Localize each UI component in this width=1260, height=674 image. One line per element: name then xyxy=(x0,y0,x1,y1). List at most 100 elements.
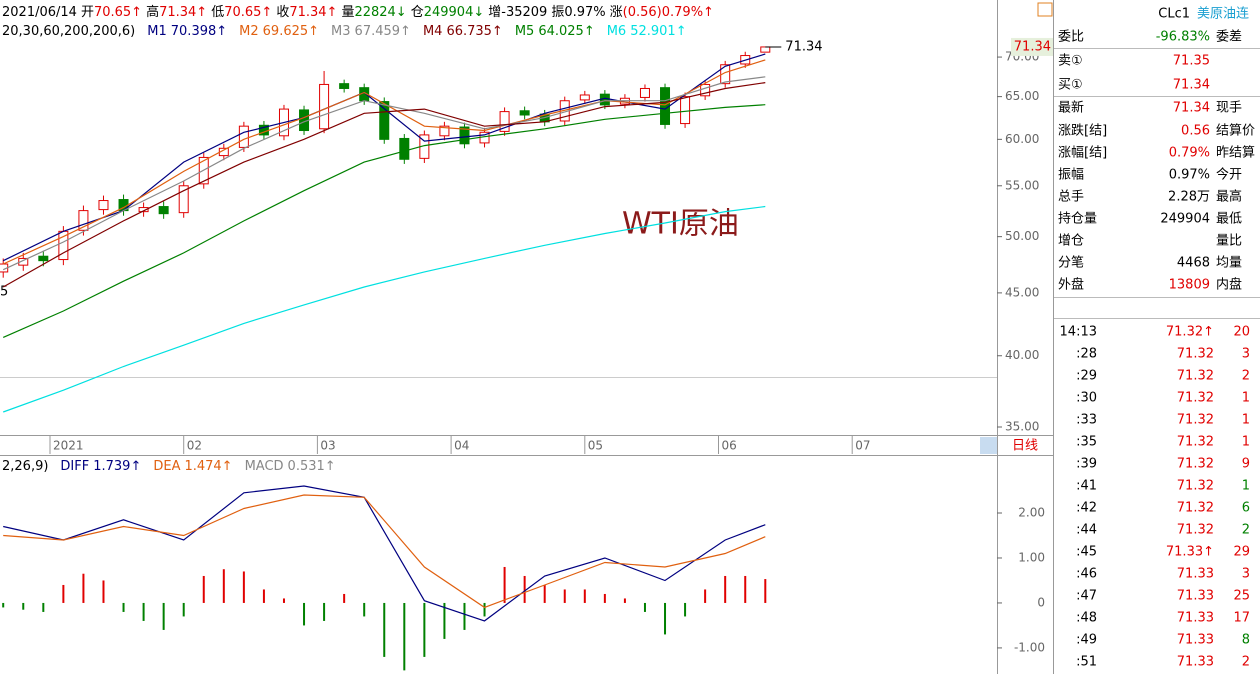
quote-label: 增 xyxy=(488,5,501,20)
window-icon[interactable] xyxy=(1037,2,1053,17)
quote-row-label: 持仓量 xyxy=(1058,212,1097,227)
edge-label: 5 xyxy=(0,285,8,300)
y-tick-label: 60.00 xyxy=(1005,132,1039,146)
quote-value: 71.34↑ xyxy=(289,5,337,20)
tick-time: :45 xyxy=(1076,545,1097,560)
quote-row-label: 涨跌[结] xyxy=(1058,123,1107,139)
axis-price-label: 71.34 xyxy=(1014,39,1051,54)
ma-params: 20,30,60,200,200,6) xyxy=(2,24,135,39)
last-price-box xyxy=(1011,37,1053,56)
tick-price: 71.32 xyxy=(1177,435,1214,450)
y-tick-label: 45.00 xyxy=(1005,285,1039,299)
candle-body xyxy=(18,257,29,266)
quote-value: 0.97% xyxy=(564,5,605,20)
tick-time: :47 xyxy=(1076,589,1097,604)
tick-volume: 25 xyxy=(1233,589,1250,604)
tick-time: :51 xyxy=(1076,655,1097,670)
tick-time: :35 xyxy=(1076,435,1097,450)
y-tick-label: 50.00 xyxy=(1005,229,1039,243)
quote-label: 仓 xyxy=(411,5,424,20)
tick-volume: 1 xyxy=(1242,435,1250,450)
x-tick-label: 04 xyxy=(454,439,469,453)
legend-name: DIFF xyxy=(60,459,89,474)
candle-body xyxy=(238,125,249,148)
quote-row-label: 卖① xyxy=(1058,54,1083,69)
tick-time: :41 xyxy=(1076,479,1097,494)
quote-row-label2: 结算价 xyxy=(1216,124,1255,139)
tick-volume: 29 xyxy=(1233,545,1250,560)
candle-body xyxy=(579,94,590,101)
legend-name: M1 xyxy=(147,24,167,39)
candle-body xyxy=(379,101,390,140)
y-tick-label: 65.00 xyxy=(1005,89,1039,103)
ma-legend: 20,30,60,200,200,6) M1 70.398↑ M2 69.625↑ M3 6… xyxy=(2,24,687,39)
period-label[interactable]: 日线 xyxy=(1012,439,1038,454)
tick-volume: 17 xyxy=(1233,611,1250,626)
y-tick-label: 40.00 xyxy=(1005,348,1039,362)
tick-time: 14:13 xyxy=(1060,325,1097,340)
y-tick-label: 35.00 xyxy=(1005,420,1039,434)
quote-row-label2: 现手 xyxy=(1216,101,1242,116)
tick-price: 71.32 xyxy=(1177,413,1214,428)
legend-name: M6 xyxy=(607,24,627,39)
tick-price: 71.32 xyxy=(1177,479,1214,494)
y-tick-label: 0 xyxy=(1037,595,1045,609)
tick-price: 71.32↑ xyxy=(1166,325,1214,340)
tick-time: :44 xyxy=(1076,523,1097,538)
candle-body xyxy=(459,126,470,145)
candle-body xyxy=(399,137,410,160)
ma-line xyxy=(2,82,766,288)
symbol-code: CLc1 xyxy=(1158,7,1190,22)
quote-row-value: 4468 xyxy=(1177,256,1210,271)
y-tick-label: -1.00 xyxy=(1014,640,1045,654)
legend-value: 1.474↑ xyxy=(184,459,232,474)
legend-name: M2 xyxy=(239,24,259,39)
candle-body xyxy=(439,125,450,137)
tick-volume: 20 xyxy=(1233,325,1250,340)
tick-price: 71.33 xyxy=(1177,633,1214,648)
quote-date: 2021/06/14 xyxy=(2,5,77,20)
ma-line xyxy=(2,76,766,271)
legend-value: 1.739↑ xyxy=(93,459,141,474)
tick-time: :29 xyxy=(1076,369,1097,384)
legend-name: M5 xyxy=(515,24,535,39)
tick-volume: 1 xyxy=(1242,391,1250,406)
tick-price: 71.33 xyxy=(1177,567,1214,582)
tick-volume: 2 xyxy=(1242,523,1250,538)
quote-value: 249904↓ xyxy=(424,5,485,20)
tick-volume: 1 xyxy=(1242,479,1250,494)
x-tick-label: 07 xyxy=(855,439,870,453)
quote-row-value: 0.56 xyxy=(1181,124,1210,139)
tick-volume: 8 xyxy=(1242,633,1250,648)
quote-label: 振 xyxy=(551,5,564,20)
quote-label: 开 xyxy=(81,5,94,20)
quote-label: 收 xyxy=(276,5,289,20)
tick-price: 71.32 xyxy=(1177,501,1214,516)
quote-value: (0.56)0.79%↑ xyxy=(623,5,714,20)
ma-line xyxy=(2,104,766,338)
last-price-label: 71.34 xyxy=(785,39,822,54)
tick-volume: 3 xyxy=(1242,347,1250,362)
candle-body xyxy=(680,96,691,125)
x-tick-label: 02 xyxy=(187,439,202,453)
legend-name: DEA xyxy=(153,459,180,474)
legend-value: 67.459↑ xyxy=(355,24,411,39)
legend-value: 52.901↑ xyxy=(630,24,686,39)
quote-header: 2021/06/14 开70.65↑ 高71.34↑ 低70.65↑ 收71.34↑ 量2… xyxy=(2,4,714,20)
candle-body xyxy=(158,206,169,215)
tick-time: :42 xyxy=(1076,501,1097,516)
quote-row-label2: 内盘 xyxy=(1216,277,1242,293)
x-tick-label: 2021 xyxy=(53,439,84,453)
quote-value: 22824↓ xyxy=(354,5,406,20)
quote-row-label: 振幅 xyxy=(1058,168,1084,183)
quote-row-label: 外盘 xyxy=(1058,277,1084,293)
quote-row-value: 249904 xyxy=(1160,212,1210,227)
quote-row-label: 分笔 xyxy=(1058,255,1084,271)
scroll-button[interactable] xyxy=(980,437,997,454)
quote-label: 涨 xyxy=(610,5,623,20)
candle-body xyxy=(660,87,671,125)
macd-params: 2,26,9) xyxy=(2,459,48,474)
